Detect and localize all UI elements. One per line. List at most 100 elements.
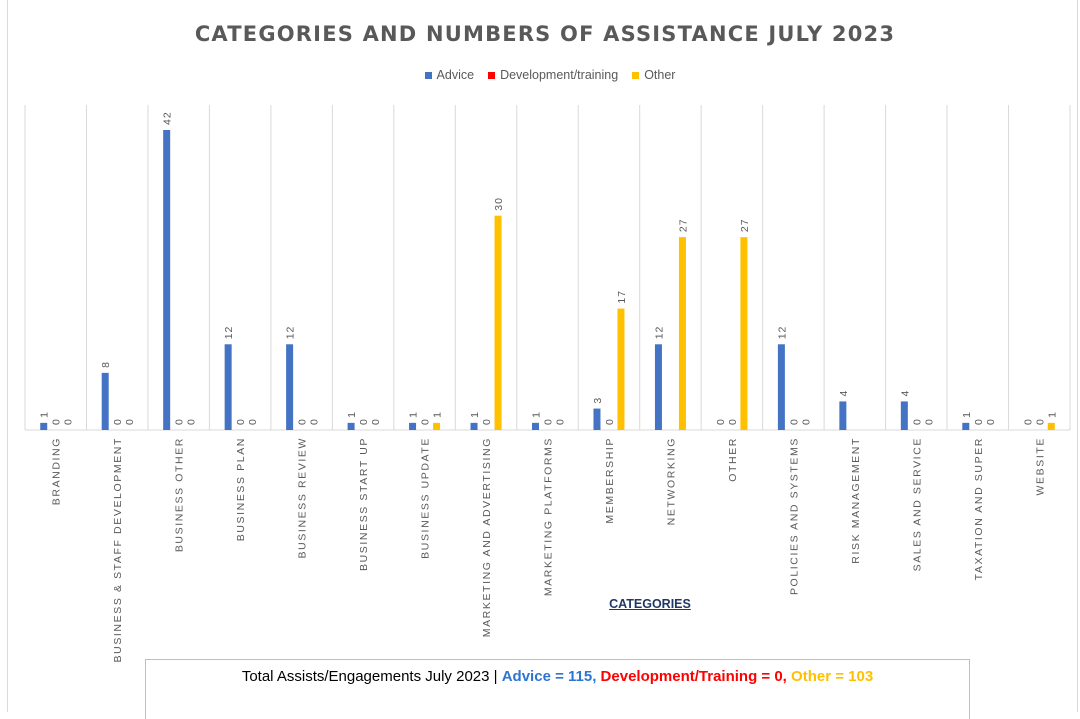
data-label: 1	[531, 411, 543, 418]
data-label: 0	[800, 418, 812, 425]
data-label: 12	[285, 326, 297, 340]
legend-label-advice: Advice	[436, 68, 475, 82]
bar-advice-3	[163, 130, 171, 430]
totals-prefix: Total Assists/Engagements July 2023	[241, 668, 490, 685]
totals-box: Total Assists/Engagements July 2023 | Ad…	[145, 659, 970, 719]
bar-advice-10	[593, 408, 601, 430]
data-label: 1	[1046, 411, 1058, 418]
data-label: 0	[923, 418, 935, 425]
data-label: 1	[346, 411, 358, 418]
data-label: 1	[469, 411, 481, 418]
bar-advice-13	[777, 344, 785, 430]
data-label: 0	[788, 418, 800, 425]
data-label: 0	[555, 418, 567, 425]
category-label: BUSINESS REVIEW	[297, 437, 309, 558]
data-label: 0	[1022, 418, 1034, 425]
category-label: SALES AND SERVICE	[911, 437, 923, 571]
data-label: 0	[1034, 418, 1046, 425]
data-label: 27	[677, 218, 689, 232]
data-label: 30	[493, 197, 505, 211]
legend-swatch-development	[488, 71, 496, 79]
data-label: 12	[776, 326, 788, 340]
data-label: 0	[911, 418, 923, 425]
data-label: 4	[838, 390, 850, 397]
data-label: 1	[408, 411, 420, 418]
category-label: OTHER	[727, 437, 739, 482]
legend-swatch-advice	[424, 71, 432, 79]
category-label: MEMBERSHIP	[604, 437, 616, 524]
totals-line: Total Assists/Engagements July 2023 | Ad…	[146, 668, 969, 685]
category-label: BUSINESS START UP	[358, 437, 370, 571]
category-label: BUSINESS UPDATE	[420, 437, 432, 559]
data-label: 0	[604, 418, 616, 425]
category-label: BUSINESS PLAN	[235, 437, 247, 541]
data-label: 0	[235, 418, 247, 425]
bar-advice-8	[470, 422, 478, 430]
bar-advice-4	[224, 344, 232, 430]
data-label: 0	[985, 418, 997, 425]
totals-development: Development/Training = 0,	[600, 668, 787, 685]
data-label: 0	[112, 418, 124, 425]
data-label: 0	[309, 418, 321, 425]
chart-title: CATEGORIES AND NUMBERS OF ASSISTANCE JUL…	[194, 22, 896, 46]
bar-advice-14	[839, 401, 847, 430]
data-label: 0	[297, 418, 309, 425]
totals-comma: ,	[592, 668, 597, 685]
bar-advice-2	[101, 372, 109, 430]
data-label: 8	[100, 361, 112, 368]
category-label: NETWORKING	[665, 437, 677, 525]
bar-advice-15	[900, 401, 908, 430]
totals-advice: Advice = 115	[501, 668, 593, 685]
totals-separator: |	[493, 668, 498, 685]
data-label: 4	[899, 390, 911, 397]
bar-other-10	[617, 308, 625, 430]
category-label: MARKETING PLATFORMS	[543, 437, 555, 596]
legend-item-other: Other	[632, 68, 675, 82]
data-label: 0	[481, 418, 493, 425]
data-label: 12	[653, 326, 665, 340]
data-label: 3	[592, 397, 604, 404]
data-label: 0	[358, 418, 370, 425]
category-label: TAXATION AND SUPER	[973, 437, 985, 580]
legend-label-development: Development/training	[500, 68, 619, 82]
bar-advice-7	[409, 422, 417, 430]
data-label: 0	[543, 418, 555, 425]
data-label: 0	[727, 418, 739, 425]
totals-other: Other = 103	[791, 668, 874, 685]
data-label: 0	[63, 418, 75, 425]
category-label: MARKETING AND ADVERTISING	[481, 437, 493, 637]
legend: Advice Development/training Other	[0, 68, 1080, 82]
bar-other-11	[678, 237, 686, 430]
bar-advice-1	[40, 422, 48, 430]
category-label: POLICIES AND SYSTEMS	[788, 437, 800, 595]
x-axis-title: CATEGORIES	[609, 597, 691, 611]
data-label: 1	[961, 411, 973, 418]
data-label: 0	[247, 418, 259, 425]
legend-swatch-other	[632, 71, 640, 79]
legend-label-other: Other	[644, 68, 676, 82]
bar-other-8	[494, 215, 502, 430]
data-label: 0	[51, 418, 63, 425]
category-label: RISK MANAGEMENT	[850, 437, 862, 564]
data-label: 0	[174, 418, 186, 425]
data-label: 42	[162, 111, 174, 125]
data-label: 1	[432, 411, 444, 418]
data-label: 17	[616, 290, 628, 304]
bar-advice-11	[654, 344, 662, 430]
legend-item-development: Development/training	[488, 68, 618, 82]
bar-advice-6	[347, 422, 355, 430]
category-label: BRANDING	[51, 437, 63, 505]
bar-advice-5	[286, 344, 294, 430]
bar-other-7	[433, 422, 441, 430]
legend-item-advice: Advice	[424, 68, 475, 82]
data-label: 0	[973, 418, 985, 425]
bar-other-17	[1047, 422, 1055, 430]
category-label: WEBSITE	[1034, 437, 1046, 495]
data-label: 0	[186, 418, 198, 425]
data-label: 27	[739, 218, 751, 232]
chart-frame	[7, 0, 1078, 712]
data-label: 12	[223, 326, 235, 340]
bar-advice-9	[532, 422, 539, 430]
data-label: 0	[420, 418, 432, 425]
